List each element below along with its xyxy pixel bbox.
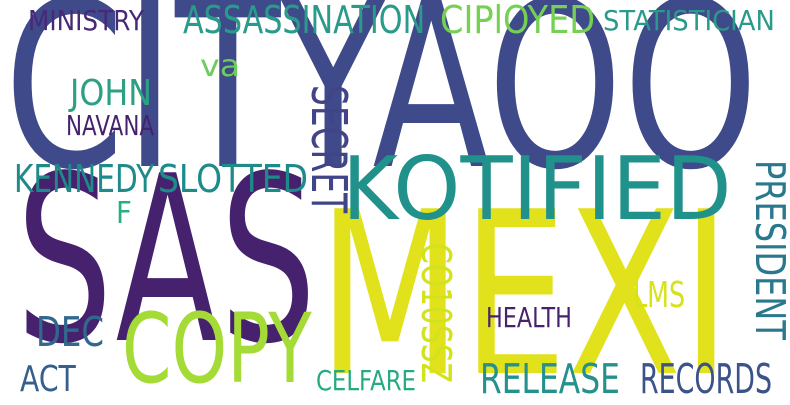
word-assassination: ASSASSINATION (183, 0, 426, 43)
word-co10ssz: CO10SSZ (411, 243, 460, 384)
word-kennedy: KENNEDY (14, 156, 155, 202)
word-health: HEALTH (486, 302, 572, 334)
word-release: RELEASE (480, 355, 620, 404)
word-kotified: KOTIFIED (342, 138, 732, 241)
word-cityaoo: CITYAOO (4, 0, 759, 222)
word-lms: LMS (633, 275, 686, 317)
word-copy: COPY (122, 292, 312, 405)
word-va: va (200, 49, 241, 85)
word-records: RECORDS (640, 355, 773, 404)
word-celfare: CELFARE (316, 365, 416, 397)
word-act: ACT (20, 359, 76, 401)
word-mexi: MEXI (318, 164, 731, 405)
word-f: F (116, 196, 132, 232)
word-president: PRESIDENT (745, 160, 790, 340)
word-sas: SAS (16, 127, 317, 396)
word-cipioyed: CIPlOYED (440, 0, 596, 43)
word-dec: DEC (36, 308, 105, 357)
word-slotted: SLOTTED (158, 156, 309, 202)
word-ministry: MINISTRY (28, 5, 144, 37)
word-navana: NAVANA (66, 110, 155, 142)
word-secret: SECRET (300, 85, 359, 214)
word-statistician: STATISTICIAN (603, 5, 775, 37)
word-john: JOHN (70, 73, 152, 115)
